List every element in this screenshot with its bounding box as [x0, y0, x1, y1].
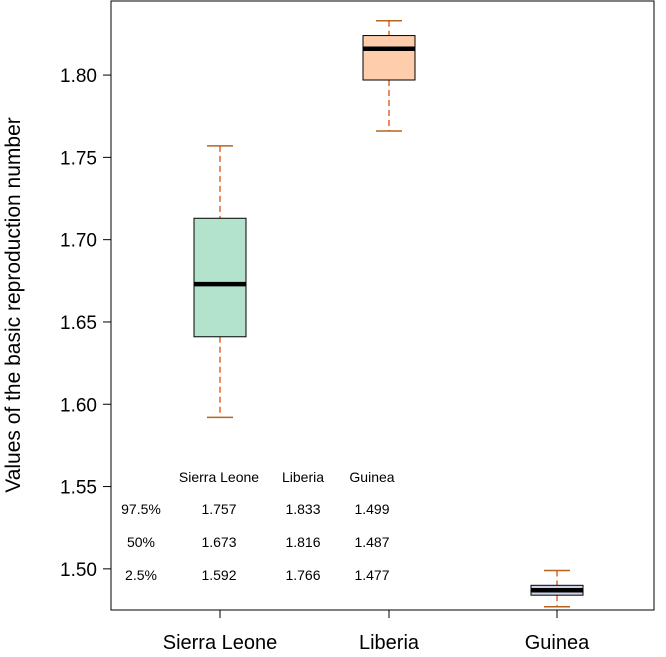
plot-frame	[110, 0, 655, 611]
table-cell: 1.487	[354, 534, 389, 550]
y-tick-label: 1.50	[60, 560, 97, 581]
box-group	[530, 569, 584, 608]
x-category-label: Sierra Leone	[163, 632, 278, 654]
y-tick-label: 1.80	[60, 66, 97, 87]
y-axis-label: Values of the basic reproduction number	[2, 117, 25, 493]
table-cell: 1.477	[354, 567, 389, 583]
table-cell: 1.766	[285, 567, 320, 583]
y-tick-label: 1.70	[60, 231, 97, 252]
y-tick-label: 1.75	[60, 148, 97, 169]
table-cell: 1.673	[201, 534, 236, 550]
table-cell: 1.816	[285, 534, 320, 550]
table-header: Liberia	[282, 469, 324, 485]
box-body	[362, 35, 416, 81]
y-tick-label: 1.55	[60, 478, 97, 499]
table-cell: 1.592	[201, 567, 236, 583]
table-row-label: 97.5%	[121, 501, 161, 517]
table-cell: 1.499	[354, 501, 389, 517]
y-axis: 1.50 1.55 1.60 1.65 1.70 1.75 1.80	[60, 66, 111, 581]
table-row-label: 50%	[127, 534, 155, 550]
quantile-table: Sierra Leone Liberia Guinea 97.5% 1.757 1.833…	[121, 469, 395, 583]
boxes	[193, 20, 584, 608]
table-header: Sierra Leone	[179, 469, 259, 485]
table-header: Guinea	[349, 469, 394, 485]
x-category-label: Liberia	[359, 632, 420, 654]
table-cell: 1.833	[285, 501, 320, 517]
table-cell: 1.757	[201, 501, 236, 517]
x-category-label: Guinea	[525, 632, 590, 654]
table-row-label: 2.5%	[125, 567, 157, 583]
box-group	[193, 145, 247, 419]
y-tick-label: 1.60	[60, 395, 97, 416]
x-axis: Sierra Leone Liberia Guinea	[163, 610, 590, 654]
box-body	[193, 217, 247, 338]
box-group	[362, 20, 416, 132]
y-tick-label: 1.65	[60, 313, 97, 334]
